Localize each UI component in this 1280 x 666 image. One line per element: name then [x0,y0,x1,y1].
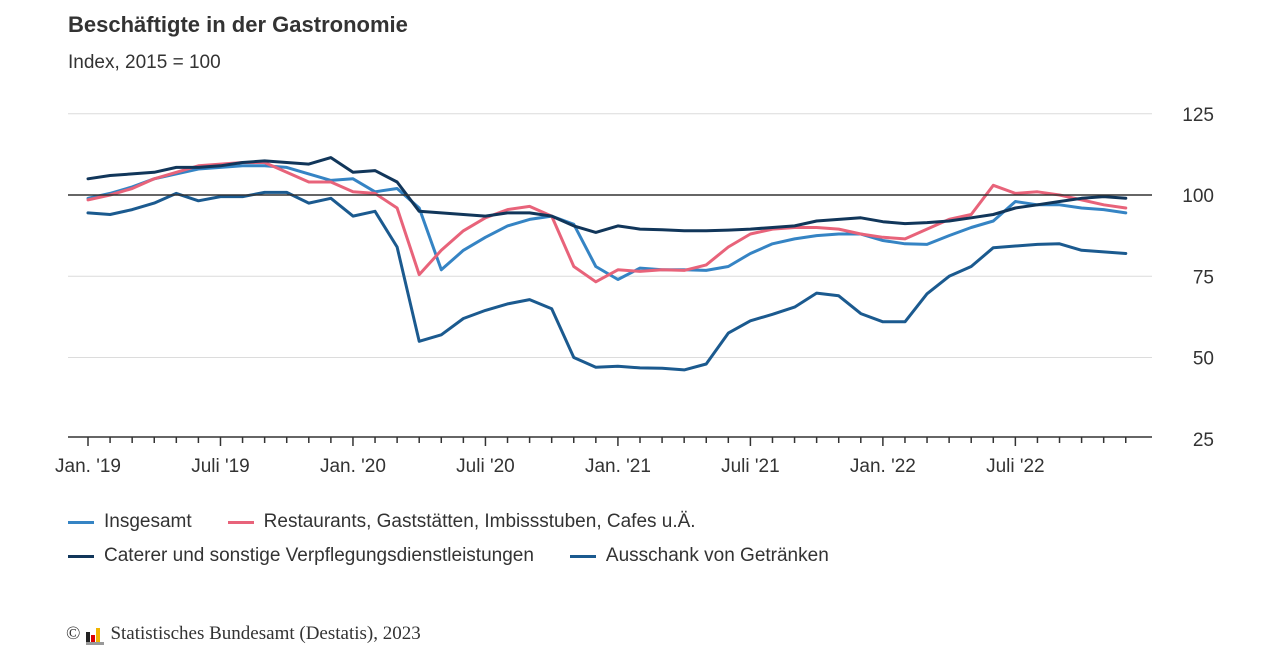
legend-item-insgesamt[interactable]: Insgesamt [68,511,192,533]
legend-label: Ausschank von Getränken [605,545,829,566]
legend-swatch [68,554,94,558]
y-tick-label: 125 [1182,105,1214,126]
line-chart: 125 100 75 50 25 Jan. '19 Juli '19 Jan. '20 Jul… [55,105,1214,477]
series-line-1 [86,161,1128,284]
source-footer: © Statistisches Bundesamt (Destatis), 20… [66,623,421,645]
legend-item-restaurants[interactable]: Restaurants, Gaststätten, Imbissstuben, … [227,511,696,533]
legend-item-ausschank[interactable]: Ausschank von Getränken [569,545,829,567]
copyright-symbol: © [66,623,81,644]
legend-label: Caterer und sonstige Verpflegungsdienstl… [104,545,534,566]
y-tick-label: 100 [1182,186,1214,207]
y-tick-label: 50 [1193,349,1214,370]
legend-label: Restaurants, Gaststätten, Imbissstuben, … [263,511,696,532]
y-tick-label: 25 [1193,430,1214,451]
x-tick-label: Juli '22 [986,456,1045,477]
x-tick-label: Juli '21 [721,456,780,477]
y-tick-label: 75 [1193,267,1214,288]
legend-label: Insgesamt [104,511,192,532]
series-line-0 [86,164,1128,281]
source-text: Statistisches Bundesamt (Destatis), 2023 [110,623,421,644]
chart-title: Beschäftigte in der Gastronomie [68,12,408,37]
legend-swatch [227,520,254,524]
legend-swatch [68,520,94,524]
legend-swatch [569,554,596,558]
destatis-logo-icon [86,626,105,645]
legend: Insgesamt Restaurants, Gaststätten, Imbi… [68,505,865,573]
series-line-3 [86,190,1128,372]
x-tick-label: Juli '19 [191,456,250,477]
x-tick-label: Jan. '21 [585,456,651,477]
x-tick-label: Jan. '22 [850,456,916,477]
series-line-2 [86,156,1128,234]
x-tick-label: Juli '20 [456,456,515,477]
x-tick-label: Jan. '19 [55,456,121,477]
chart-subtitle: Index, 2015 = 100 [68,52,221,73]
legend-item-caterer[interactable]: Caterer und sonstige Verpflegungsdienstl… [68,545,534,567]
x-tick-label: Jan. '20 [320,456,386,477]
